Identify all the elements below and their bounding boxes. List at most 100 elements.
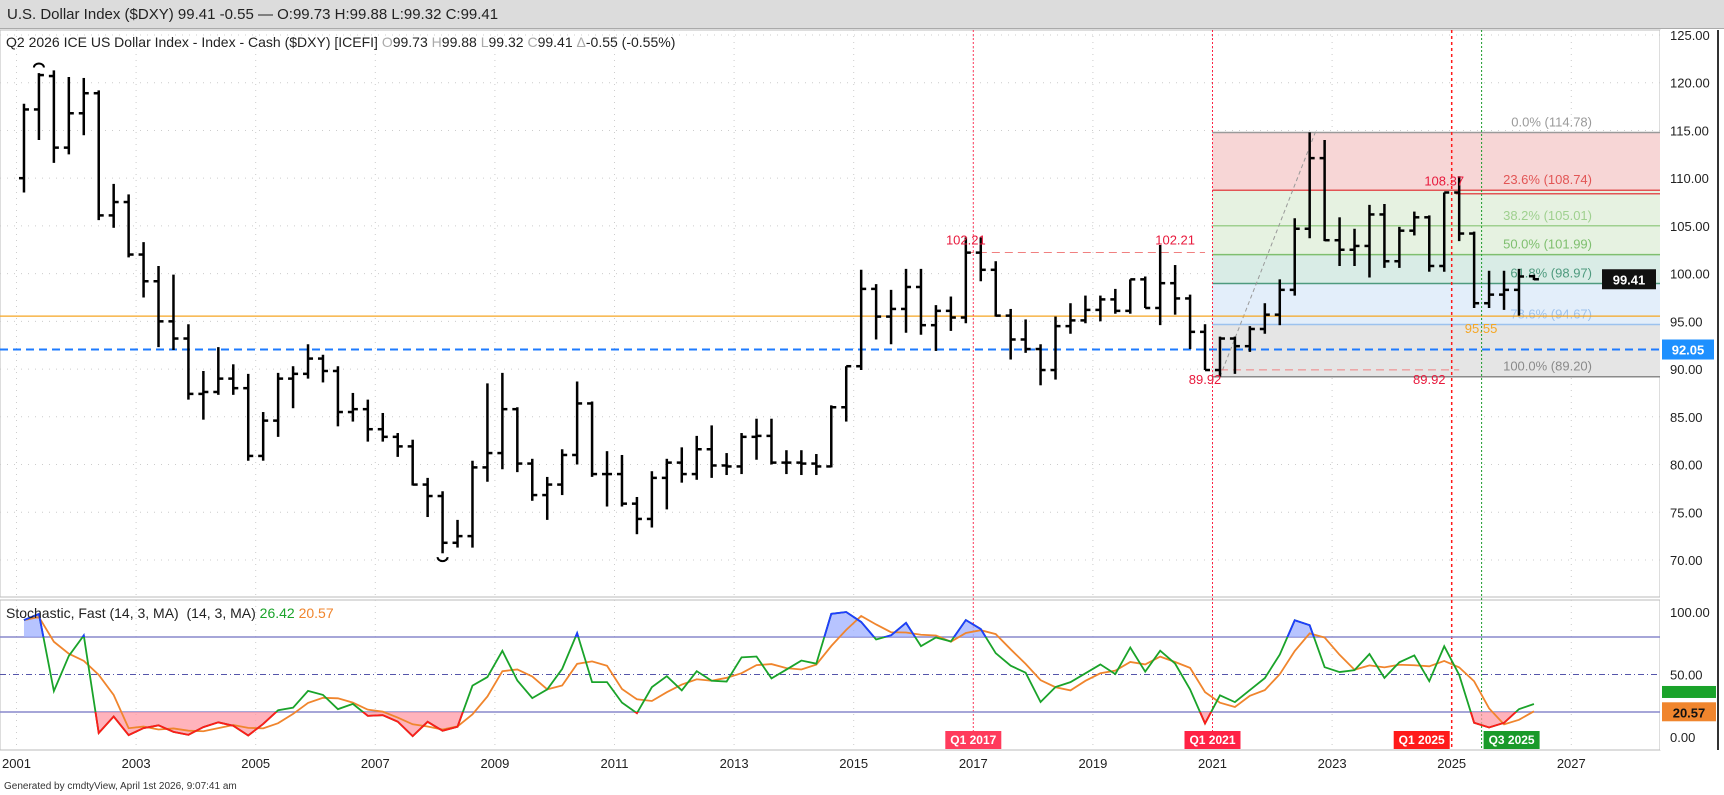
ohlc-bar bbox=[407, 439, 418, 486]
ohlc-bar bbox=[587, 401, 598, 477]
ohlc-bar bbox=[811, 454, 822, 476]
ohlc-bar bbox=[527, 458, 538, 501]
x-tick-label: 2017 bbox=[959, 756, 988, 771]
ohlc-bar bbox=[1200, 324, 1211, 372]
support-price-label: 92.05 bbox=[1672, 343, 1705, 358]
x-tick-label: 2013 bbox=[720, 756, 749, 771]
ohlc-bar bbox=[273, 372, 284, 437]
ohlc-bar bbox=[1035, 344, 1046, 386]
ohlc-bar bbox=[1484, 270, 1495, 308]
x-tick-label: 2019 bbox=[1078, 756, 1107, 771]
y-tick-label: 125.00 bbox=[1670, 29, 1710, 43]
ohlc-bar bbox=[1364, 204, 1375, 278]
stochastic-y-tick: 50.00 bbox=[1670, 668, 1703, 683]
y-tick-label: 110.00 bbox=[1670, 171, 1709, 186]
change-value: -0.55 (-0.55%) bbox=[585, 34, 676, 50]
vertical-marker-label: Q3 2025 bbox=[1489, 733, 1535, 747]
stochastic-y-tick: 100.00 bbox=[1670, 605, 1710, 620]
ohlc-bar bbox=[1319, 139, 1330, 242]
current-price-label: 99.41 bbox=[1613, 272, 1646, 287]
y-tick-label: 120.00 bbox=[1670, 76, 1710, 91]
swing-high-marker bbox=[32, 62, 45, 68]
ohlc-bar bbox=[1214, 336, 1225, 377]
ohlc-bar bbox=[1005, 308, 1016, 360]
ohlc-bar bbox=[317, 354, 328, 383]
ohlc-bar bbox=[1499, 270, 1510, 310]
ohlc-bar bbox=[228, 364, 239, 395]
ohlc-bar bbox=[1379, 203, 1390, 268]
ohlc-bar bbox=[721, 453, 732, 476]
x-tick-label: 2003 bbox=[122, 756, 151, 771]
legend-name: ICE US Dollar Index - Index - Cash ($DXY… bbox=[63, 34, 378, 50]
ohlc-bar bbox=[1155, 244, 1166, 326]
y-tick-label: 90.00 bbox=[1670, 362, 1703, 377]
ohlc-bar bbox=[1274, 279, 1285, 326]
fib-level-label: 23.6% (108.74) bbox=[1503, 172, 1592, 187]
ohlc-bar bbox=[945, 296, 956, 331]
high-label: H bbox=[431, 34, 442, 50]
ohlc-bar bbox=[1289, 218, 1300, 296]
close-label: C bbox=[527, 34, 538, 50]
fib-zone bbox=[1212, 190, 1660, 226]
ohlc-bar bbox=[1513, 268, 1524, 316]
ohlc-bar bbox=[183, 324, 194, 400]
ohlc-bar bbox=[347, 392, 358, 422]
ohlc-bar bbox=[871, 284, 882, 340]
ohlc-bar bbox=[392, 433, 403, 457]
ohlc-bar bbox=[63, 76, 74, 155]
vertical-marker-badge bbox=[1184, 731, 1241, 749]
x-tick-label: 2005 bbox=[241, 756, 270, 771]
ohlc-bar bbox=[1454, 176, 1465, 242]
ohlc-bar bbox=[1065, 303, 1076, 334]
vertical-marker-badge bbox=[1393, 731, 1450, 749]
ohlc-bar bbox=[572, 381, 583, 465]
ohlc-bar bbox=[497, 372, 508, 470]
price-chart[interactable]: 125.00 120.00 115.00 110.00 105.00 100.00 95.0… bbox=[0, 29, 1724, 795]
ohlc-bar bbox=[1185, 294, 1196, 350]
fib-zone bbox=[1212, 132, 1660, 191]
ohlc-bar bbox=[78, 77, 89, 136]
x-tick-label: 2025 bbox=[1437, 756, 1466, 771]
ohlc-bar bbox=[198, 370, 209, 420]
stochastic-y-tick: 0.00 bbox=[1670, 730, 1695, 745]
x-tick-label: 2007 bbox=[361, 756, 390, 771]
open-value: 99.73 bbox=[392, 34, 428, 50]
ohlc-bar bbox=[93, 90, 104, 221]
ohlc-bar bbox=[258, 412, 269, 461]
window-title: U.S. Dollar Index ($DXY) 99.41 -0.55 — O… bbox=[7, 6, 499, 23]
fib-level-label: 100.0% (89.20) bbox=[1503, 359, 1592, 374]
stochastic-d-tag-label: 20.57 bbox=[1673, 705, 1706, 720]
y-tick-label: 75.00 bbox=[1670, 505, 1703, 520]
ohlc-bar bbox=[243, 373, 254, 461]
ohlc-bar bbox=[736, 433, 747, 475]
legend-period: Q2 2026 bbox=[6, 34, 60, 50]
ohlc-bar bbox=[960, 237, 971, 324]
ohlc-bar bbox=[886, 289, 897, 345]
low-value: 99.32 bbox=[488, 34, 524, 50]
fib-level-label: 78.6% (94.67) bbox=[1510, 306, 1592, 321]
ohlc-bar bbox=[1394, 226, 1405, 268]
ohlc-bar bbox=[467, 460, 478, 548]
stochastic-k-value: 26.42 bbox=[259, 605, 295, 621]
vertical-marker-label: Q1 2017 bbox=[950, 733, 996, 747]
x-tick-label: 2023 bbox=[1318, 756, 1347, 771]
ohlc-bar bbox=[18, 103, 29, 193]
ohlc-bar bbox=[616, 454, 627, 507]
oversold-fill bbox=[23, 712, 1534, 737]
price-annotation: 108.37 bbox=[1424, 174, 1464, 189]
y-tick-label: 80.00 bbox=[1670, 458, 1703, 473]
ohlc-bar bbox=[437, 491, 448, 554]
y-tick-label: 95.00 bbox=[1670, 314, 1703, 329]
ohlc-bar bbox=[138, 242, 149, 298]
low-label: L bbox=[480, 34, 489, 50]
ohlc-bar bbox=[930, 305, 941, 351]
ohlc-bar bbox=[123, 194, 134, 258]
ohlc-bar bbox=[975, 237, 986, 282]
y-tick-label: 85.00 bbox=[1670, 410, 1703, 425]
ohlc-bar bbox=[303, 344, 314, 379]
stochastic-name: Stochastic, Fast (14, 3, MA) bbox=[6, 605, 179, 621]
change-label: Δ bbox=[576, 34, 586, 50]
y-tick-label: 105.00 bbox=[1670, 219, 1710, 234]
support-price-tag bbox=[1662, 339, 1714, 360]
y-tick-label: 70.00 bbox=[1670, 553, 1703, 568]
